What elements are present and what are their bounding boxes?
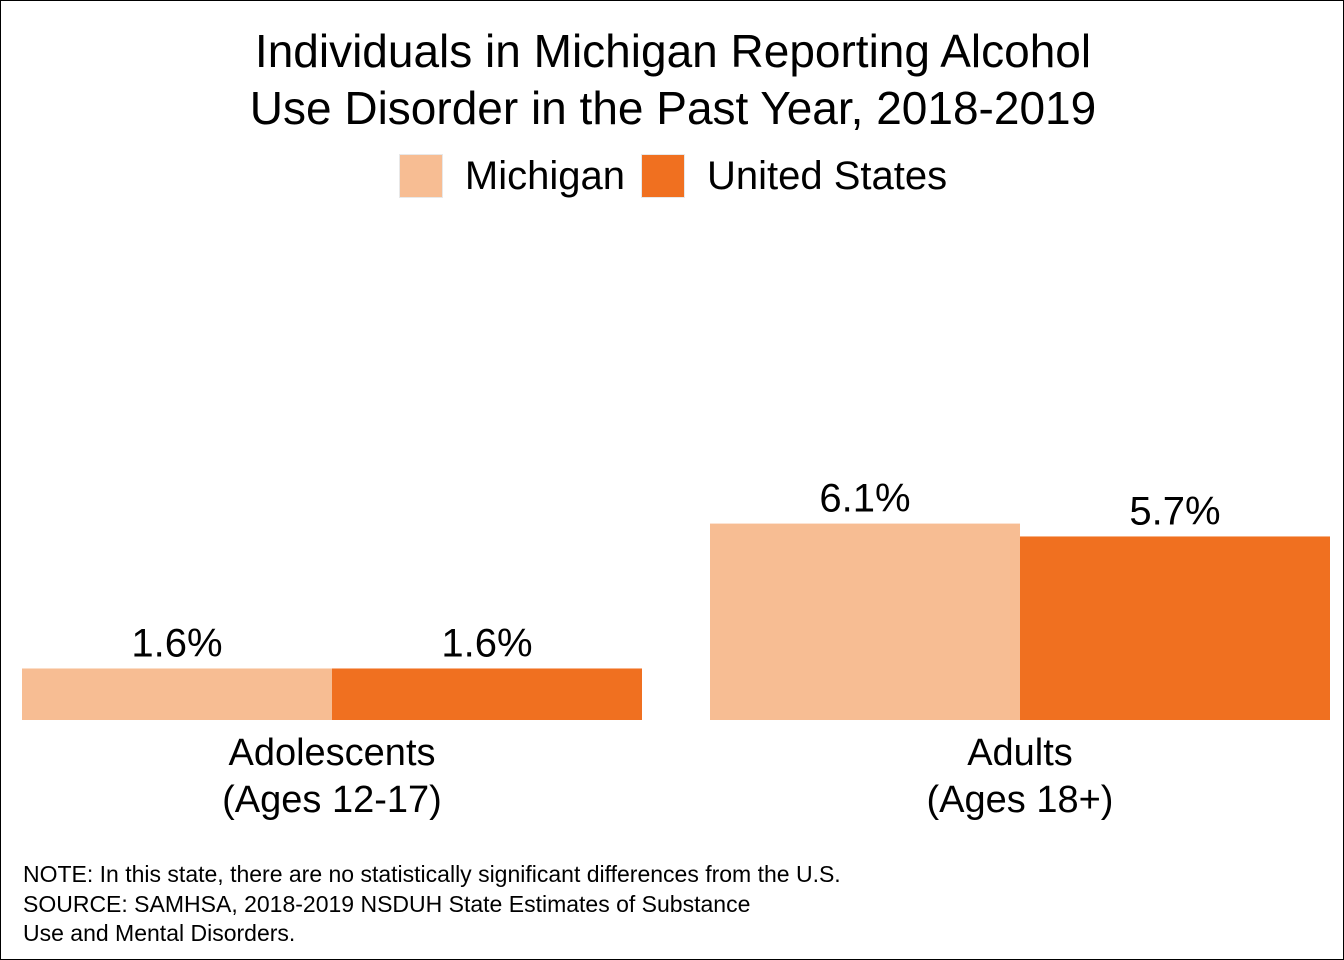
category-label-adults-line-1: Adults <box>967 732 1073 774</box>
data-label-adolescents-michigan: 1.6% <box>131 621 222 665</box>
data-label-adults-michigan: 6.1% <box>819 477 910 521</box>
legend-swatch-michigan <box>398 154 443 198</box>
source-text-line-1: SOURCE: SAMHSA, 2018-2019 NSDUH State Es… <box>23 891 751 917</box>
legend-item-united-states: United States <box>640 154 948 198</box>
legend: Michigan United States <box>1 153 1344 199</box>
data-label-adolescents-united-states: 1.6% <box>441 621 532 665</box>
category-label-adolescents-line-2: (Ages 12-17) <box>222 779 442 821</box>
source-text-line-2: Use and Mental Disorders. <box>23 920 296 946</box>
legend-item-michigan: Michigan <box>398 154 625 198</box>
chart-title-line-1: Individuals in Michigan Reporting Alcoho… <box>254 25 1092 77</box>
category-label-adults-line-2: (Ages 18+) <box>927 779 1114 821</box>
chart-title-line-2: Use Disorder in the Past Year, 2018-2019 <box>249 82 1097 134</box>
legend-label-united-states: United States <box>706 154 948 198</box>
bar-adolescents-michigan <box>22 668 332 720</box>
bar-adults-united-states <box>1020 536 1330 720</box>
note-text: NOTE: In this state, there are no statis… <box>23 861 841 887</box>
bar-adolescents-united-states <box>332 668 642 720</box>
legend-swatch-united-states <box>640 154 685 198</box>
category-label-adolescents-line-1: Adolescents <box>228 732 435 774</box>
bar-adults-michigan <box>710 523 1020 720</box>
legend-label-michigan: Michigan <box>464 154 625 198</box>
data-label-adults-united-states: 5.7% <box>1129 489 1220 533</box>
